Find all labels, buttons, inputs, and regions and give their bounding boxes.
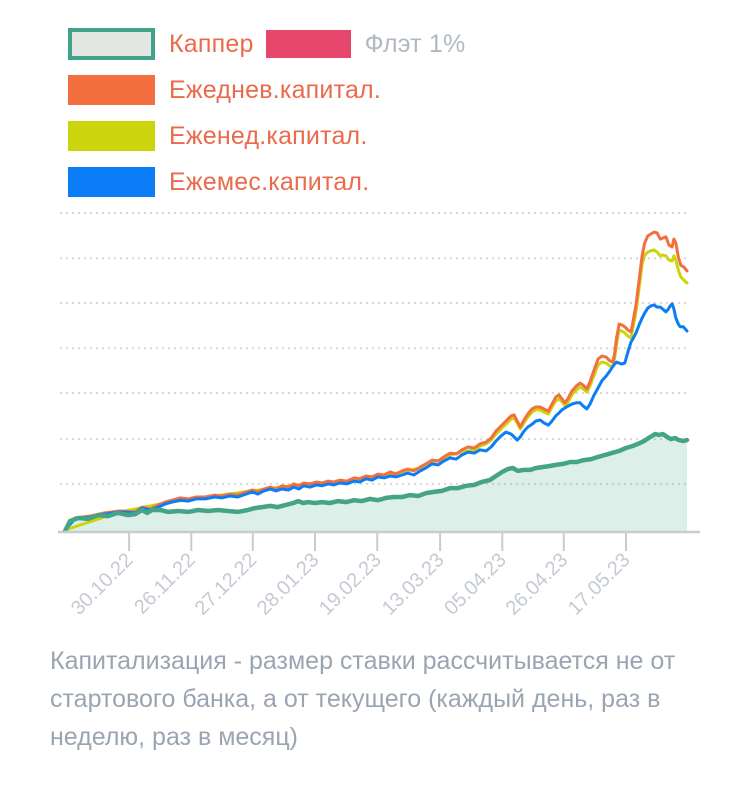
legend-row-1: Каппер Флэт 1% xyxy=(68,28,465,60)
series-line-4 xyxy=(63,302,689,532)
legend-item-kapper: Каппер xyxy=(68,28,254,60)
chart-caption: Капитализация - размер ставки рассчитыва… xyxy=(50,647,676,751)
series-line-3 xyxy=(63,248,689,532)
legend-row-4: Ежемес.капитал. xyxy=(68,166,465,198)
kapper-swatch xyxy=(68,28,155,60)
legend-label-daily: Ежеднев.капитал. xyxy=(169,75,381,104)
series-area-kapper-fill xyxy=(65,434,687,531)
monthly-swatch xyxy=(68,167,155,197)
capitalization-chart: 30.10.22 26.11.22 27.12.22 28.01.23 19.02.23… xyxy=(0,205,741,625)
flat-swatch xyxy=(265,30,351,58)
x-axis-label: 19.02.23 xyxy=(315,549,386,620)
weekly-swatch xyxy=(68,121,155,151)
legend-label-flat: Флэт 1% xyxy=(364,29,466,58)
legend-label-kapper: Каппер xyxy=(169,29,254,58)
x-axis-label: 28.01.23 xyxy=(253,549,324,620)
x-axis-label: 13.03.23 xyxy=(378,549,449,620)
legend-item-monthly: Ежемес.капитал. xyxy=(68,167,369,197)
x-axis-label: 17.05.23 xyxy=(564,549,635,620)
legend: Каппер Флэт 1% Ежеднев.капитал. Еженед.к… xyxy=(68,28,465,212)
series-line-kapper xyxy=(62,431,690,534)
legend-item-flat: Флэт 1% xyxy=(265,29,466,59)
legend-row-2: Ежеднев.капитал. xyxy=(68,74,465,106)
x-axis-label: 30.10.22 xyxy=(67,549,138,620)
legend-label-monthly: Ежемес.капитал. xyxy=(169,167,370,196)
legend-row-3: Еженед.капитал. xyxy=(68,120,465,152)
chart-svg: 30.10.2226.11.2227.12.2228.01.2319.02.23… xyxy=(58,212,700,620)
daily-swatch xyxy=(68,75,155,105)
series-line-2 xyxy=(63,230,689,532)
legend-item-daily: Ежеднев.капитал. xyxy=(68,75,381,105)
x-axis-label: 27.12.22 xyxy=(191,549,262,620)
legend-label-weekly: Еженед.капитал. xyxy=(169,121,368,150)
x-axis-label: 26.04.23 xyxy=(502,549,573,620)
legend-item-weekly: Еженед.капитал. xyxy=(68,121,368,151)
x-axis-label: 05.04.23 xyxy=(440,549,511,620)
x-axis-label: 26.11.22 xyxy=(130,549,200,619)
